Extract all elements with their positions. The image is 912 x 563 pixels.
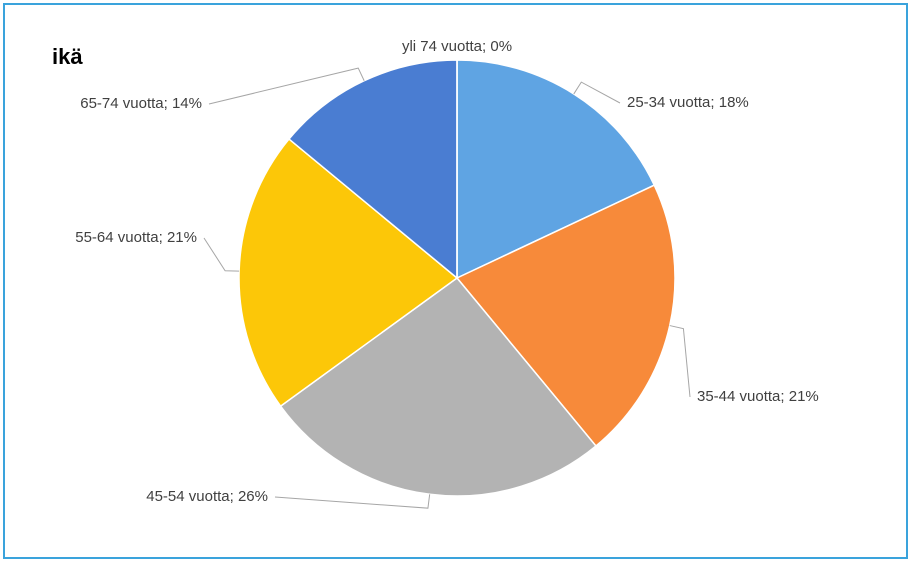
pie-slice: [455, 184, 676, 448]
leader-line: [274, 494, 431, 509]
leader-line: [208, 67, 365, 105]
data-label: 55-64 vuotta; 21%: [75, 229, 197, 246]
leader-line: [203, 237, 240, 272]
pie-slice: [238, 137, 459, 408]
data-label: yli 74 vuotta; 0%: [402, 38, 512, 55]
leader-line: [669, 325, 691, 398]
chart-title: ikä: [52, 44, 83, 69]
data-label: 65-74 vuotta; 14%: [80, 95, 202, 112]
pie-slice: [287, 59, 458, 280]
leader-line: [573, 81, 621, 104]
data-label: 45-54 vuotta; 26%: [146, 488, 268, 505]
pie-slice: [456, 59, 656, 280]
data-label: 25-34 vuotta; 18%: [627, 94, 749, 111]
pie-slice: [279, 276, 598, 497]
data-label: 35-44 vuotta; 21%: [697, 388, 819, 405]
